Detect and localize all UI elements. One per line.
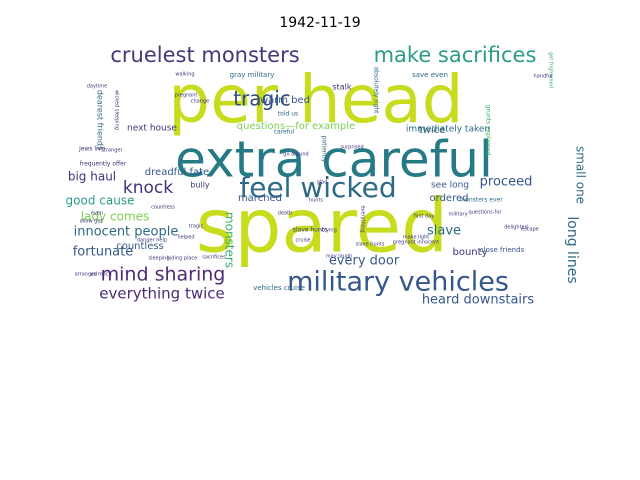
word-82: countless bbox=[151, 205, 175, 211]
word-60: sleeping bbox=[148, 256, 169, 262]
word-12: heard downstairs bbox=[422, 293, 535, 308]
word-2: spared bbox=[196, 184, 448, 270]
word-37: dearest friends bbox=[96, 90, 105, 150]
word-35: stalk bbox=[332, 83, 351, 92]
word-73: delighted bbox=[504, 225, 528, 231]
word-43: jews live bbox=[78, 146, 105, 153]
word-66: crying bbox=[321, 228, 337, 234]
word-77: us much bbox=[90, 272, 111, 278]
word-51: questions-for bbox=[469, 210, 503, 216]
word-55: change bbox=[191, 99, 209, 105]
word-70: first day bbox=[414, 214, 435, 220]
word-33: ordered bbox=[430, 193, 469, 204]
word-52: military bbox=[448, 212, 467, 218]
word-27: marched bbox=[238, 193, 282, 204]
word-18: fortunate bbox=[73, 245, 134, 260]
word-83: everything bbox=[360, 206, 366, 233]
word-10: knock bbox=[123, 178, 173, 198]
word-1: per head bbox=[168, 61, 463, 138]
word-81: allow get bbox=[80, 219, 103, 225]
word-46: told us bbox=[278, 111, 298, 118]
word-84: stranger bbox=[101, 148, 123, 154]
word-17: lady comes bbox=[81, 210, 149, 224]
word-42: frequently offer bbox=[80, 161, 127, 168]
word-69: pregnant innocent bbox=[393, 240, 439, 246]
word-47: careful bbox=[274, 129, 295, 136]
word-67: escape bbox=[521, 227, 539, 233]
chart-title: 1942-11-19 bbox=[279, 15, 360, 31]
word-23: small one bbox=[574, 146, 588, 204]
word-22: monsters bbox=[223, 212, 237, 268]
word-78: arranged bbox=[75, 272, 98, 278]
word-24: dreadful fate bbox=[145, 167, 209, 178]
word-85: helped bbox=[177, 235, 194, 241]
word-68: make light bbox=[403, 235, 429, 241]
word-38: gray military bbox=[230, 71, 275, 79]
word-3: extra careful bbox=[175, 131, 493, 189]
word-20: proceed bbox=[480, 175, 533, 190]
word-62: sacrifices bbox=[202, 255, 226, 261]
word-57: walking bbox=[175, 72, 194, 78]
word-41: close friends bbox=[480, 246, 525, 254]
word-74: hiding place bbox=[167, 256, 198, 262]
wordcloud-canvas bbox=[80, 37, 560, 299]
word-54: pregnant bbox=[175, 93, 198, 99]
word-59: handful bbox=[534, 74, 553, 80]
word-49: grunts explained bbox=[485, 105, 492, 156]
word-11: everything twice bbox=[99, 285, 225, 303]
word-21: big haul bbox=[68, 170, 116, 184]
word-14: every door bbox=[329, 254, 400, 269]
word-7: make sacrifices bbox=[374, 43, 537, 67]
word-26: warm bed bbox=[260, 95, 310, 106]
word-76: cruise bbox=[295, 238, 310, 244]
word-13: long lines bbox=[564, 216, 580, 283]
word-4: feel wicked bbox=[239, 171, 396, 204]
word-39: slave hunts bbox=[293, 227, 328, 234]
word-25: questions—for example bbox=[237, 121, 355, 132]
word-72: may laugh bbox=[326, 254, 352, 260]
word-36: bully bbox=[190, 181, 210, 190]
word-61: danger help bbox=[137, 238, 167, 244]
word-86: tragic bbox=[189, 224, 204, 230]
word-15: innocent people bbox=[74, 225, 179, 240]
word-34: see long bbox=[431, 181, 469, 191]
word-79: glad bbox=[317, 180, 328, 186]
word-31: countless bbox=[116, 241, 164, 252]
word-8: tragic bbox=[233, 87, 291, 111]
word-40: vehicles cruise bbox=[253, 284, 305, 292]
word-45: save even bbox=[412, 71, 448, 79]
word-32: bounty bbox=[453, 247, 488, 258]
word-64: death bbox=[278, 211, 292, 217]
word-71: slave hunts bbox=[356, 242, 385, 248]
word-58: get frightened bbox=[548, 52, 554, 88]
word-28: twice bbox=[419, 125, 446, 136]
word-16: good cause bbox=[66, 194, 135, 208]
word-56: daytime bbox=[87, 84, 108, 90]
word-5: military vehicles bbox=[287, 267, 509, 298]
word-29: next house bbox=[127, 124, 177, 134]
word-80: even bbox=[91, 211, 103, 217]
word-53: wicked sleeping bbox=[114, 90, 120, 130]
word-75: go around bbox=[283, 152, 308, 158]
word-63: hunts bbox=[309, 198, 323, 204]
word-6: cruelest monsters bbox=[110, 43, 299, 67]
word-48: patiently bbox=[321, 136, 328, 163]
word-65: surprised bbox=[340, 145, 363, 151]
word-19: slave bbox=[427, 224, 461, 239]
word-50: monsters ever bbox=[459, 197, 503, 204]
word-44: absolutely right bbox=[373, 66, 380, 114]
word-30: immediately taken bbox=[406, 125, 490, 135]
word-9: mind sharing bbox=[101, 264, 226, 286]
